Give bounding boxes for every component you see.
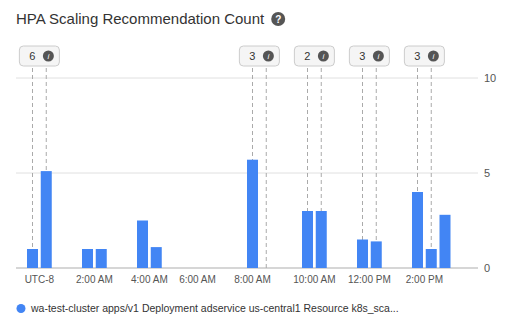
annotation-label: 2 xyxy=(304,50,310,62)
annotation-line xyxy=(431,64,432,268)
help-icon: ? xyxy=(275,14,281,25)
info-icon-circle xyxy=(43,51,54,62)
bar xyxy=(426,249,437,268)
grid-line xyxy=(16,78,478,79)
bar xyxy=(247,160,258,268)
x-tick-label: 10:00 AM xyxy=(293,274,335,285)
annotation-line xyxy=(376,64,377,268)
y-tick-label: 5 xyxy=(484,167,490,179)
bar xyxy=(357,240,368,269)
x-tick-label: 6:00 AM xyxy=(179,274,216,285)
bar xyxy=(371,241,382,268)
bar xyxy=(440,215,451,268)
bar xyxy=(82,249,93,268)
info-icon-circle xyxy=(428,51,439,62)
chart: HPA Scaling Recommendation Count? 0 5 10 UTC… xyxy=(0,0,512,336)
info-icon: i xyxy=(432,52,434,61)
x-tick-label: 4:00 AM xyxy=(131,274,168,285)
y-tick-label: 0 xyxy=(484,262,490,274)
bar xyxy=(96,249,107,268)
bar xyxy=(27,249,38,268)
legend-label: wa-test-cluster apps/v1 Deployment adser… xyxy=(30,302,399,314)
bar xyxy=(151,247,162,268)
bar xyxy=(137,221,148,269)
bar xyxy=(41,171,52,268)
info-icon: i xyxy=(322,52,324,61)
bar xyxy=(316,211,327,268)
info-icon-circle xyxy=(318,51,329,62)
x-tick-label: UTC-8 xyxy=(25,274,55,285)
info-icon: i xyxy=(47,52,49,61)
x-tick-label: 2:00 AM xyxy=(76,274,113,285)
legend-marker xyxy=(17,304,26,313)
info-icon: i xyxy=(267,52,269,61)
help-icon-circle xyxy=(271,12,285,26)
info-icon-circle xyxy=(373,51,384,62)
y-tick-label: 10 xyxy=(484,72,496,84)
info-icon: i xyxy=(377,52,379,61)
annotation-label: 6 xyxy=(29,50,35,62)
bar xyxy=(302,211,313,268)
annotation-badge xyxy=(19,46,59,66)
annotation-label: 3 xyxy=(414,50,420,62)
bars xyxy=(27,160,451,268)
annotation-label: 3 xyxy=(359,50,365,62)
annotation-label: 3 xyxy=(249,50,255,62)
annotation-badge xyxy=(349,46,389,66)
x-tick-label: 12:00 PM xyxy=(348,274,391,285)
annotation-line xyxy=(32,64,33,268)
annotation-line xyxy=(362,64,363,268)
annotation-badge xyxy=(294,46,334,66)
annotation-line xyxy=(266,64,267,268)
bar xyxy=(412,192,423,268)
title: HPA Scaling Recommendation Count xyxy=(16,10,265,27)
annotation-badge xyxy=(239,46,279,66)
annotation-badge xyxy=(404,46,444,66)
info-icon-circle xyxy=(263,51,274,62)
x-tick-label: 2:00 PM xyxy=(406,274,443,285)
x-tick-label: 8:00 AM xyxy=(234,274,271,285)
